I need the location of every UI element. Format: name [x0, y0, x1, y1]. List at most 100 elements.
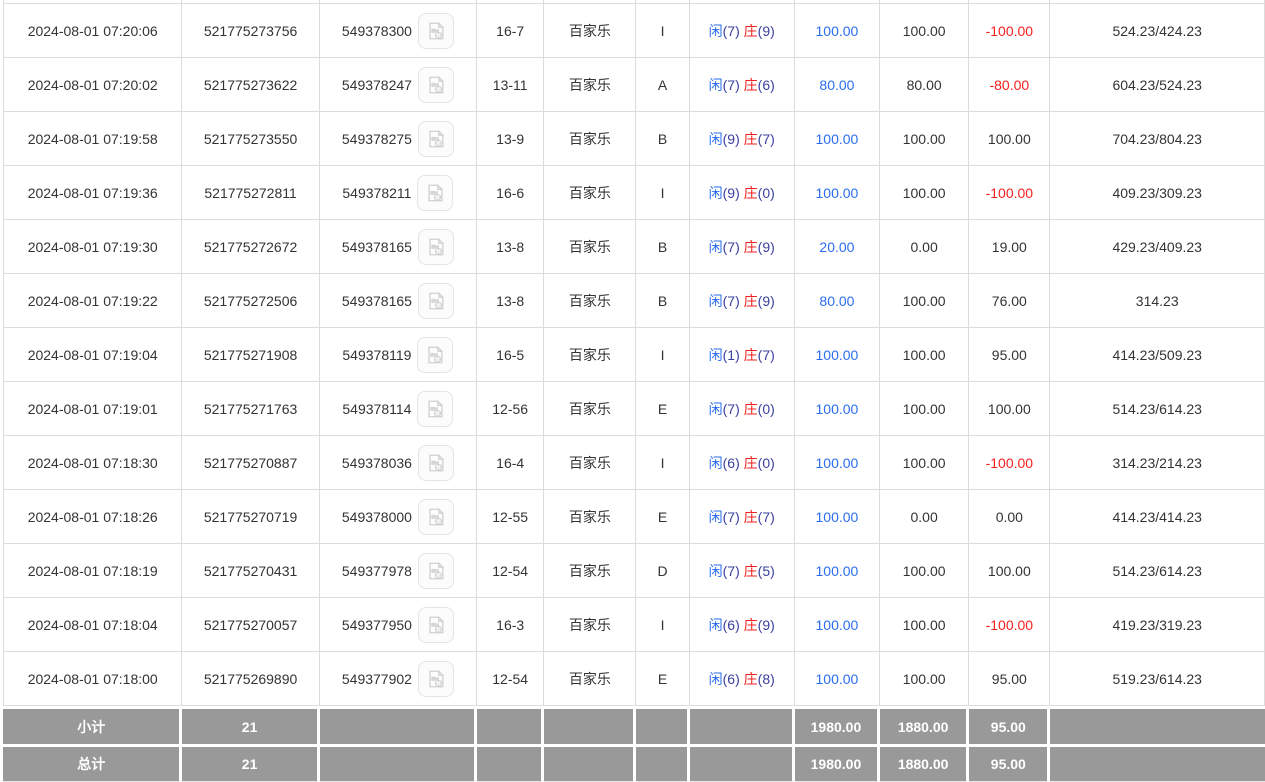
- table-number: 12-55: [477, 490, 545, 544]
- video-file-icon: [429, 453, 445, 471]
- player-label: 闲: [708, 184, 723, 201]
- round-cell: 549377950: [319, 598, 478, 652]
- bet-record-row: 2024-08-01 07:19:01 521775271763 549378114…: [3, 382, 1265, 436]
- bet-time: 2024-08-01 07:18:04: [3, 598, 183, 652]
- banker-score: (9): [757, 616, 775, 633]
- player-score: (7): [722, 562, 740, 579]
- bet-time: 2024-08-01 07:18:19: [3, 544, 183, 598]
- seat-letter: A: [636, 58, 690, 112]
- video-replay-button[interactable]: [417, 120, 454, 157]
- video-replay-button[interactable]: [417, 390, 454, 427]
- bet-amount[interactable]: 100.00: [794, 328, 881, 382]
- video-replay-button[interactable]: [417, 12, 454, 49]
- round-cell: 549378114: [319, 382, 478, 436]
- bet-id: 521775270431: [182, 544, 320, 598]
- total-count: 21: [182, 744, 320, 782]
- bet-record-row: 2024-08-01 07:18:30 521775270887 549378036…: [3, 436, 1265, 490]
- bet-amount[interactable]: 100.00: [794, 112, 881, 166]
- table-number: 16-4: [477, 436, 545, 490]
- bet-amount[interactable]: 20.00: [794, 220, 881, 274]
- bet-time: 2024-08-01 07:18:00: [3, 652, 183, 706]
- balance: 314.23: [1050, 274, 1265, 328]
- partial-cell: [969, 0, 1051, 4]
- video-file-icon: [428, 345, 444, 363]
- video-replay-button[interactable]: [417, 336, 454, 373]
- partial-cell: [544, 0, 637, 4]
- bet-amount[interactable]: 100.00: [794, 166, 881, 220]
- player-score: (6): [722, 670, 740, 687]
- bet-amount[interactable]: 100.00: [794, 652, 881, 706]
- bet-id: 521775273756: [182, 4, 320, 58]
- round-cell: 549378165: [319, 274, 478, 328]
- video-replay-button[interactable]: [417, 174, 454, 211]
- banker-score: (9): [757, 22, 775, 39]
- balance: 414.23/509.23: [1050, 328, 1265, 382]
- bet-time: 2024-08-01 07:20:02: [3, 58, 183, 112]
- seat-letter: E: [636, 490, 690, 544]
- bet-record-row: 2024-08-01 07:18:04 521775270057 549377950…: [3, 598, 1265, 652]
- round-cell: 549378000: [319, 490, 478, 544]
- seat-letter: I: [636, 4, 690, 58]
- bet-amount[interactable]: 80.00: [794, 274, 881, 328]
- video-replay-button[interactable]: [417, 282, 454, 319]
- partial-cell: [182, 0, 320, 4]
- game-name: 百家乐: [544, 382, 637, 436]
- bet-amount[interactable]: 100.00: [794, 382, 881, 436]
- bet-amount[interactable]: 100.00: [794, 598, 881, 652]
- bet-record-row: 2024-08-01 07:19:30 521775272672 549378165…: [3, 220, 1265, 274]
- bet-rows: 2024-08-01 07:20:06 521775273756 549378300…: [3, 0, 1265, 706]
- player-score: (7): [722, 292, 740, 309]
- video-replay-button[interactable]: [417, 66, 454, 103]
- bet-time: 2024-08-01 07:19:36: [3, 166, 183, 220]
- result-cell: 闲(7) 庄(6): [689, 58, 795, 112]
- player-label: 闲: [708, 616, 723, 633]
- result-cell: 闲(7) 庄(7): [689, 490, 795, 544]
- banker-score: (5): [757, 562, 775, 579]
- subtotal-winloss-total: 95.00: [969, 706, 1051, 744]
- total-bet-total: 1980.00: [794, 744, 881, 782]
- bet-id: 521775269890: [182, 652, 320, 706]
- game-name: 百家乐: [544, 4, 637, 58]
- bet-amount[interactable]: 100.00: [794, 4, 881, 58]
- game-name: 百家乐: [544, 166, 637, 220]
- video-replay-button[interactable]: [417, 660, 454, 697]
- table-number: 12-56: [477, 382, 545, 436]
- video-file-icon: [429, 615, 445, 633]
- video-replay-button[interactable]: [417, 444, 454, 481]
- summary-footer: 小计 21 1980.00 1880.00 95.00 总计 21 1980.0…: [3, 706, 1265, 782]
- bet-record-row: 2024-08-01 07:20:02 521775273622 549378247…: [3, 58, 1265, 112]
- footer-empty-cell: [636, 706, 690, 744]
- video-replay-button[interactable]: [417, 228, 454, 265]
- round-id: 549378300: [341, 22, 412, 39]
- seat-letter: D: [636, 544, 690, 598]
- bet-time: 2024-08-01 07:19:30: [3, 220, 183, 274]
- result-cell: 闲(7) 庄(5): [689, 544, 795, 598]
- video-file-icon: [429, 561, 445, 579]
- footer-empty-cell: [319, 706, 478, 744]
- video-replay-button[interactable]: [417, 552, 454, 589]
- video-replay-button[interactable]: [417, 498, 454, 535]
- result-cell: 闲(7) 庄(0): [689, 382, 795, 436]
- partial-cell: [880, 0, 970, 4]
- player-label: 闲: [708, 22, 723, 39]
- win-loss: 0.00: [969, 490, 1051, 544]
- result-cell: 闲(6) 庄(8): [689, 652, 795, 706]
- player-label: 闲: [708, 130, 723, 147]
- bet-time: 2024-08-01 07:19:22: [3, 274, 183, 328]
- valid-amount: 100.00: [880, 436, 970, 490]
- bet-record-row: 2024-08-01 07:18:19 521775270431 549377978…: [3, 544, 1265, 598]
- round-id: 549378165: [341, 238, 412, 255]
- player-score: (7): [722, 508, 740, 525]
- banker-score: (0): [757, 454, 775, 471]
- bet-amount[interactable]: 80.00: [794, 58, 881, 112]
- valid-amount: 100.00: [880, 166, 970, 220]
- valid-amount: 100.00: [880, 112, 970, 166]
- bet-amount[interactable]: 100.00: [794, 436, 881, 490]
- video-replay-button[interactable]: [417, 606, 454, 643]
- balance: 414.23/414.23: [1050, 490, 1265, 544]
- bet-record-row: 2024-08-01 07:19:22 521775272506 549378165…: [3, 274, 1265, 328]
- video-file-icon: [429, 129, 445, 147]
- banker-label: 庄: [743, 238, 758, 255]
- bet-amount[interactable]: 100.00: [794, 490, 881, 544]
- bet-amount[interactable]: 100.00: [794, 544, 881, 598]
